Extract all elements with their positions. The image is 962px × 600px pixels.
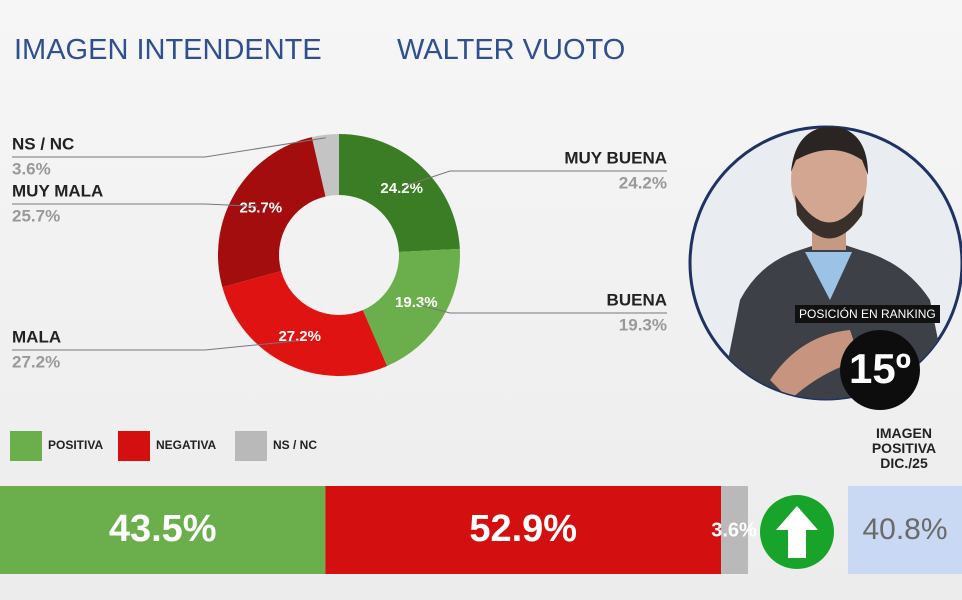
leader-line bbox=[12, 137, 326, 158]
value-label: 25.7% bbox=[12, 206, 60, 225]
value-label: 3.6% bbox=[12, 159, 51, 178]
bar-value-label: 52.9% bbox=[469, 508, 577, 550]
donut-slice bbox=[339, 134, 460, 252]
slice-label: 25.7% bbox=[240, 199, 283, 216]
subtitle: WALTER VUOTO bbox=[397, 34, 626, 66]
legend-label: NS / NC bbox=[273, 438, 317, 452]
photo bbox=[688, 125, 962, 410]
category-label: NS / NC bbox=[12, 134, 74, 153]
donut-slice bbox=[311, 134, 339, 197]
value-label: 27.2% bbox=[12, 352, 60, 371]
ranking-value: 15º bbox=[849, 345, 911, 392]
category-label: BUENA bbox=[607, 290, 667, 309]
up-arrow-icon bbox=[760, 495, 834, 569]
leader-line bbox=[12, 203, 258, 207]
donut-slice bbox=[362, 248, 460, 367]
donut-slice bbox=[218, 137, 326, 288]
value-label: 19.3% bbox=[619, 315, 667, 334]
donut-slice bbox=[222, 271, 388, 376]
leader-line bbox=[12, 340, 299, 351]
bar-segment bbox=[325, 486, 722, 574]
ranking-label: POSICIÓN EN RANKING bbox=[795, 305, 940, 323]
legend-label: NEGATIVA bbox=[156, 438, 217, 452]
leader-line bbox=[404, 170, 667, 187]
title: IMAGEN INTENDENTE bbox=[14, 34, 322, 66]
bar-segment bbox=[721, 486, 748, 574]
value-label: 24.2% bbox=[619, 173, 667, 192]
legend-label: POSITIVA bbox=[48, 438, 103, 452]
legend-swatch bbox=[10, 431, 42, 461]
category-label: MUY BUENA bbox=[564, 148, 667, 167]
bar-value-label: 43.5% bbox=[109, 508, 217, 550]
legend-swatch bbox=[235, 431, 267, 461]
legend-swatch bbox=[118, 431, 150, 461]
slice-label: 24.2% bbox=[380, 180, 423, 197]
category-label: MALA bbox=[12, 327, 61, 346]
bar-value-label: 3.6% bbox=[711, 519, 757, 541]
leader-line bbox=[419, 304, 667, 314]
category-label: MUY MALA bbox=[12, 181, 103, 200]
previous-label: IMAGEN POSITIVA DIC./25 bbox=[871, 425, 937, 471]
previous-value: 40.8% bbox=[848, 486, 962, 574]
slice-label: 27.2% bbox=[278, 328, 321, 345]
bar-segment bbox=[0, 486, 326, 574]
